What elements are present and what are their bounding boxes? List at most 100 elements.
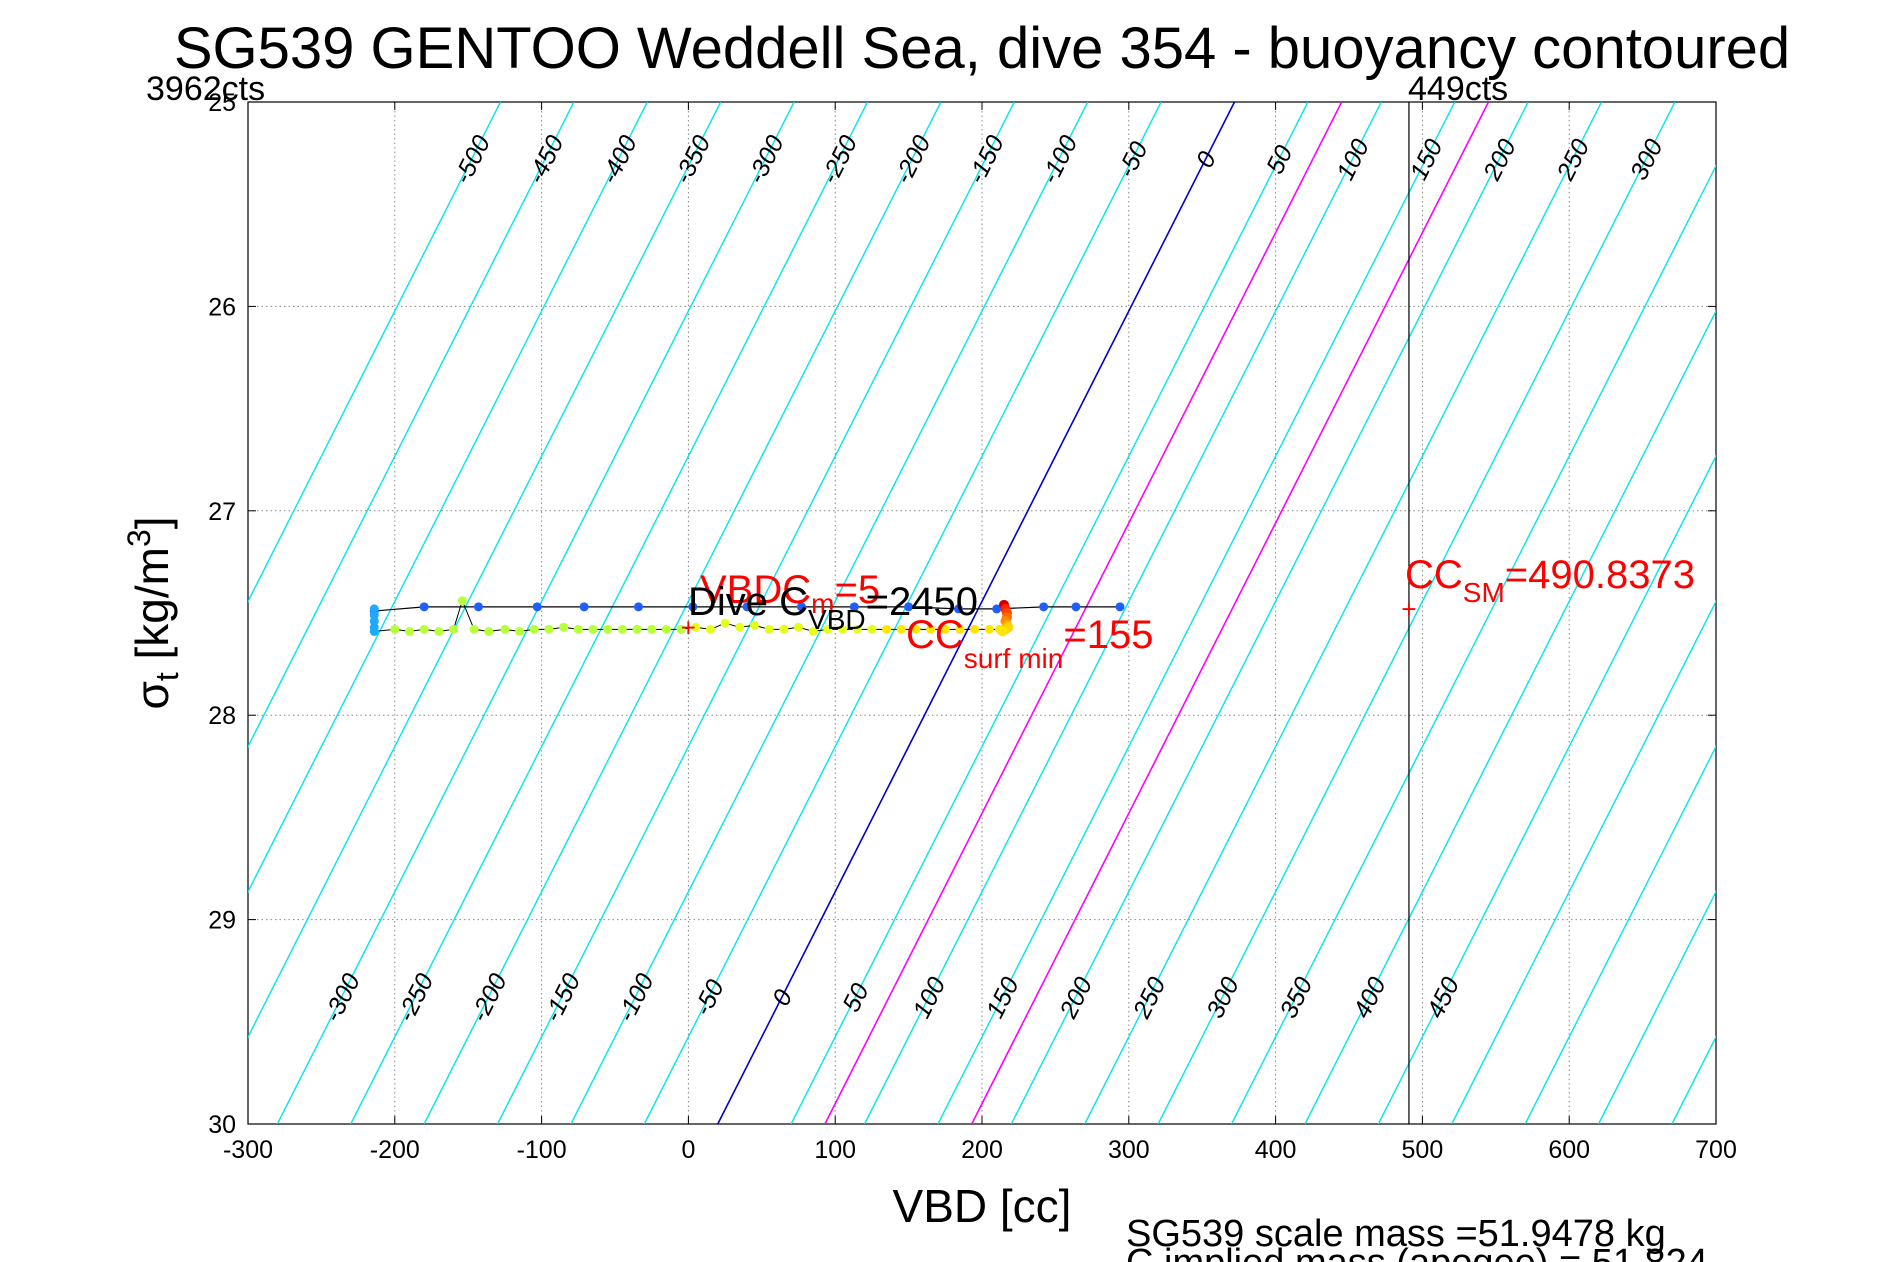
magenta-reference-line xyxy=(824,102,1343,1124)
cc-sm-annotation: CCSM=490.8373 xyxy=(1405,553,1695,608)
dive-c-value: =2450 xyxy=(866,580,978,624)
descent-data-point xyxy=(992,604,1002,614)
cc-surf-value: =155 xyxy=(1063,613,1153,657)
contour-label: 0 xyxy=(1191,147,1222,172)
y-tick-label: 30 xyxy=(208,1111,236,1139)
descent-data-point xyxy=(742,602,752,612)
x-tick-label: 100 xyxy=(814,1136,856,1164)
svg-text:σt [kg/m3]: σt [kg/m3] xyxy=(121,516,185,709)
ascent-data-point xyxy=(676,624,686,634)
contour-label: -50 xyxy=(1112,137,1153,182)
chart-title: SG539 GENTOO Weddell Sea, dive 354 - buo… xyxy=(174,16,1790,81)
cc-surf-min-annotation: CCsurf min=155 xyxy=(906,613,1153,674)
y-label-units: [kg/m xyxy=(126,547,178,672)
x-tick-label: -200 xyxy=(370,1136,420,1164)
contour-label: -100 xyxy=(612,969,660,1026)
buoyancy-contour-line xyxy=(1819,102,1891,1124)
ascent-data-point xyxy=(434,626,444,636)
zero-contour-line xyxy=(717,102,1236,1124)
scale-mass-text: SG539 scale mass =51.9478 kg xyxy=(1126,1213,1666,1255)
y-label-sigma: σ xyxy=(126,681,178,709)
magenta-reference-line xyxy=(971,102,1490,1124)
ascent-data-point xyxy=(955,624,965,634)
contour-label: 200 xyxy=(1054,973,1098,1024)
cc-sm-sub: SM xyxy=(1463,577,1505,608)
ascent-data-point xyxy=(705,624,715,634)
contour-label: -150 xyxy=(539,969,587,1026)
ascent-data-point xyxy=(838,624,848,634)
buoyancy-contours xyxy=(248,102,1891,1124)
y-tick-label: 28 xyxy=(208,702,236,730)
buoyancy-contour-line xyxy=(248,102,502,603)
buoyancy-contour-line xyxy=(1084,102,1603,1124)
ascent-data-point xyxy=(500,624,510,634)
x-tick-label: 300 xyxy=(1108,1136,1150,1164)
ascent-data-point xyxy=(390,624,400,634)
ascent-data-point xyxy=(404,626,414,636)
ascent-data-point xyxy=(419,624,429,634)
buoyancy-contour-line xyxy=(937,102,1456,1124)
buoyancy-contour-line xyxy=(1010,102,1529,1124)
descent-data-point xyxy=(1039,602,1049,612)
descent-data-point xyxy=(473,602,483,612)
buoyancy-contour-line xyxy=(643,102,1162,1124)
ascent-data-point xyxy=(926,624,936,634)
top-left-count-label: 3962cts xyxy=(146,70,265,108)
ascent-data-point xyxy=(588,624,598,634)
ascent-data-point xyxy=(764,624,774,634)
buoyancy-contour-line xyxy=(248,102,575,749)
surface-data-point xyxy=(997,626,1008,637)
contour-label: -200 xyxy=(465,969,513,1026)
contour-label: -250 xyxy=(392,969,440,1026)
contour-label: 250 xyxy=(1127,973,1171,1024)
buoyancy-contour-line xyxy=(790,102,1309,1124)
contour-label: 150 xyxy=(1405,135,1449,185)
ascent-data-point xyxy=(529,624,539,634)
cc-sm-main: CC xyxy=(1405,553,1463,597)
contour-label: 100 xyxy=(1331,135,1375,185)
x-tick-label: 500 xyxy=(1402,1136,1444,1164)
descent-data-point xyxy=(633,602,643,612)
x-tick-label: -300 xyxy=(223,1136,273,1164)
dive-c-main: Dive C xyxy=(688,580,808,624)
red-plus-marker: + xyxy=(1401,594,1416,624)
buoyancy-contour-line xyxy=(570,102,1089,1124)
grid-lines xyxy=(248,102,1716,1124)
ascent-data-point xyxy=(603,624,613,634)
y-label-sub: t xyxy=(149,672,185,681)
y-axis-label: σt [kg/m3] xyxy=(121,516,185,709)
descent-data-point xyxy=(1115,602,1125,612)
descent-track-line xyxy=(374,606,1120,612)
dive-c-sub: VBD xyxy=(808,604,866,635)
y-tick-label: 25 xyxy=(208,89,236,117)
ascent-data-point xyxy=(691,622,701,632)
contour-label: -500 xyxy=(449,131,497,188)
contour-label: 300 xyxy=(1625,135,1669,185)
descent-data-point xyxy=(419,602,429,612)
buoyancy-contour-line xyxy=(350,102,869,1124)
ascent-data-point xyxy=(449,624,459,634)
ascent-data-point xyxy=(515,626,525,636)
ascent-data-point xyxy=(794,622,803,632)
contour-label: -50 xyxy=(689,975,730,1020)
x-tick-label: 600 xyxy=(1548,1136,1590,1164)
ascent-data-point xyxy=(896,624,906,634)
contour-label: 0 xyxy=(767,985,798,1010)
ascent-data-point xyxy=(823,624,833,634)
descent-data-point xyxy=(579,602,589,612)
contour-label: 250 xyxy=(1551,135,1595,186)
ascent-data-point xyxy=(852,624,862,634)
cc-surf-sub: surf min xyxy=(964,643,1064,674)
buoyancy-contour-line xyxy=(863,102,1382,1124)
ascent-data-point xyxy=(808,626,818,636)
ascent-data-point xyxy=(735,622,745,632)
x-tick-label: -100 xyxy=(517,1136,567,1164)
contour-label: 50 xyxy=(1261,141,1299,179)
contour-label: -450 xyxy=(522,131,570,188)
contour-label: -300 xyxy=(742,131,790,188)
buoyancy-contour-line xyxy=(276,102,795,1124)
ascent-data-point xyxy=(882,624,892,634)
contour-label: 400 xyxy=(1348,973,1392,1023)
contour-label: -150 xyxy=(962,131,1010,188)
